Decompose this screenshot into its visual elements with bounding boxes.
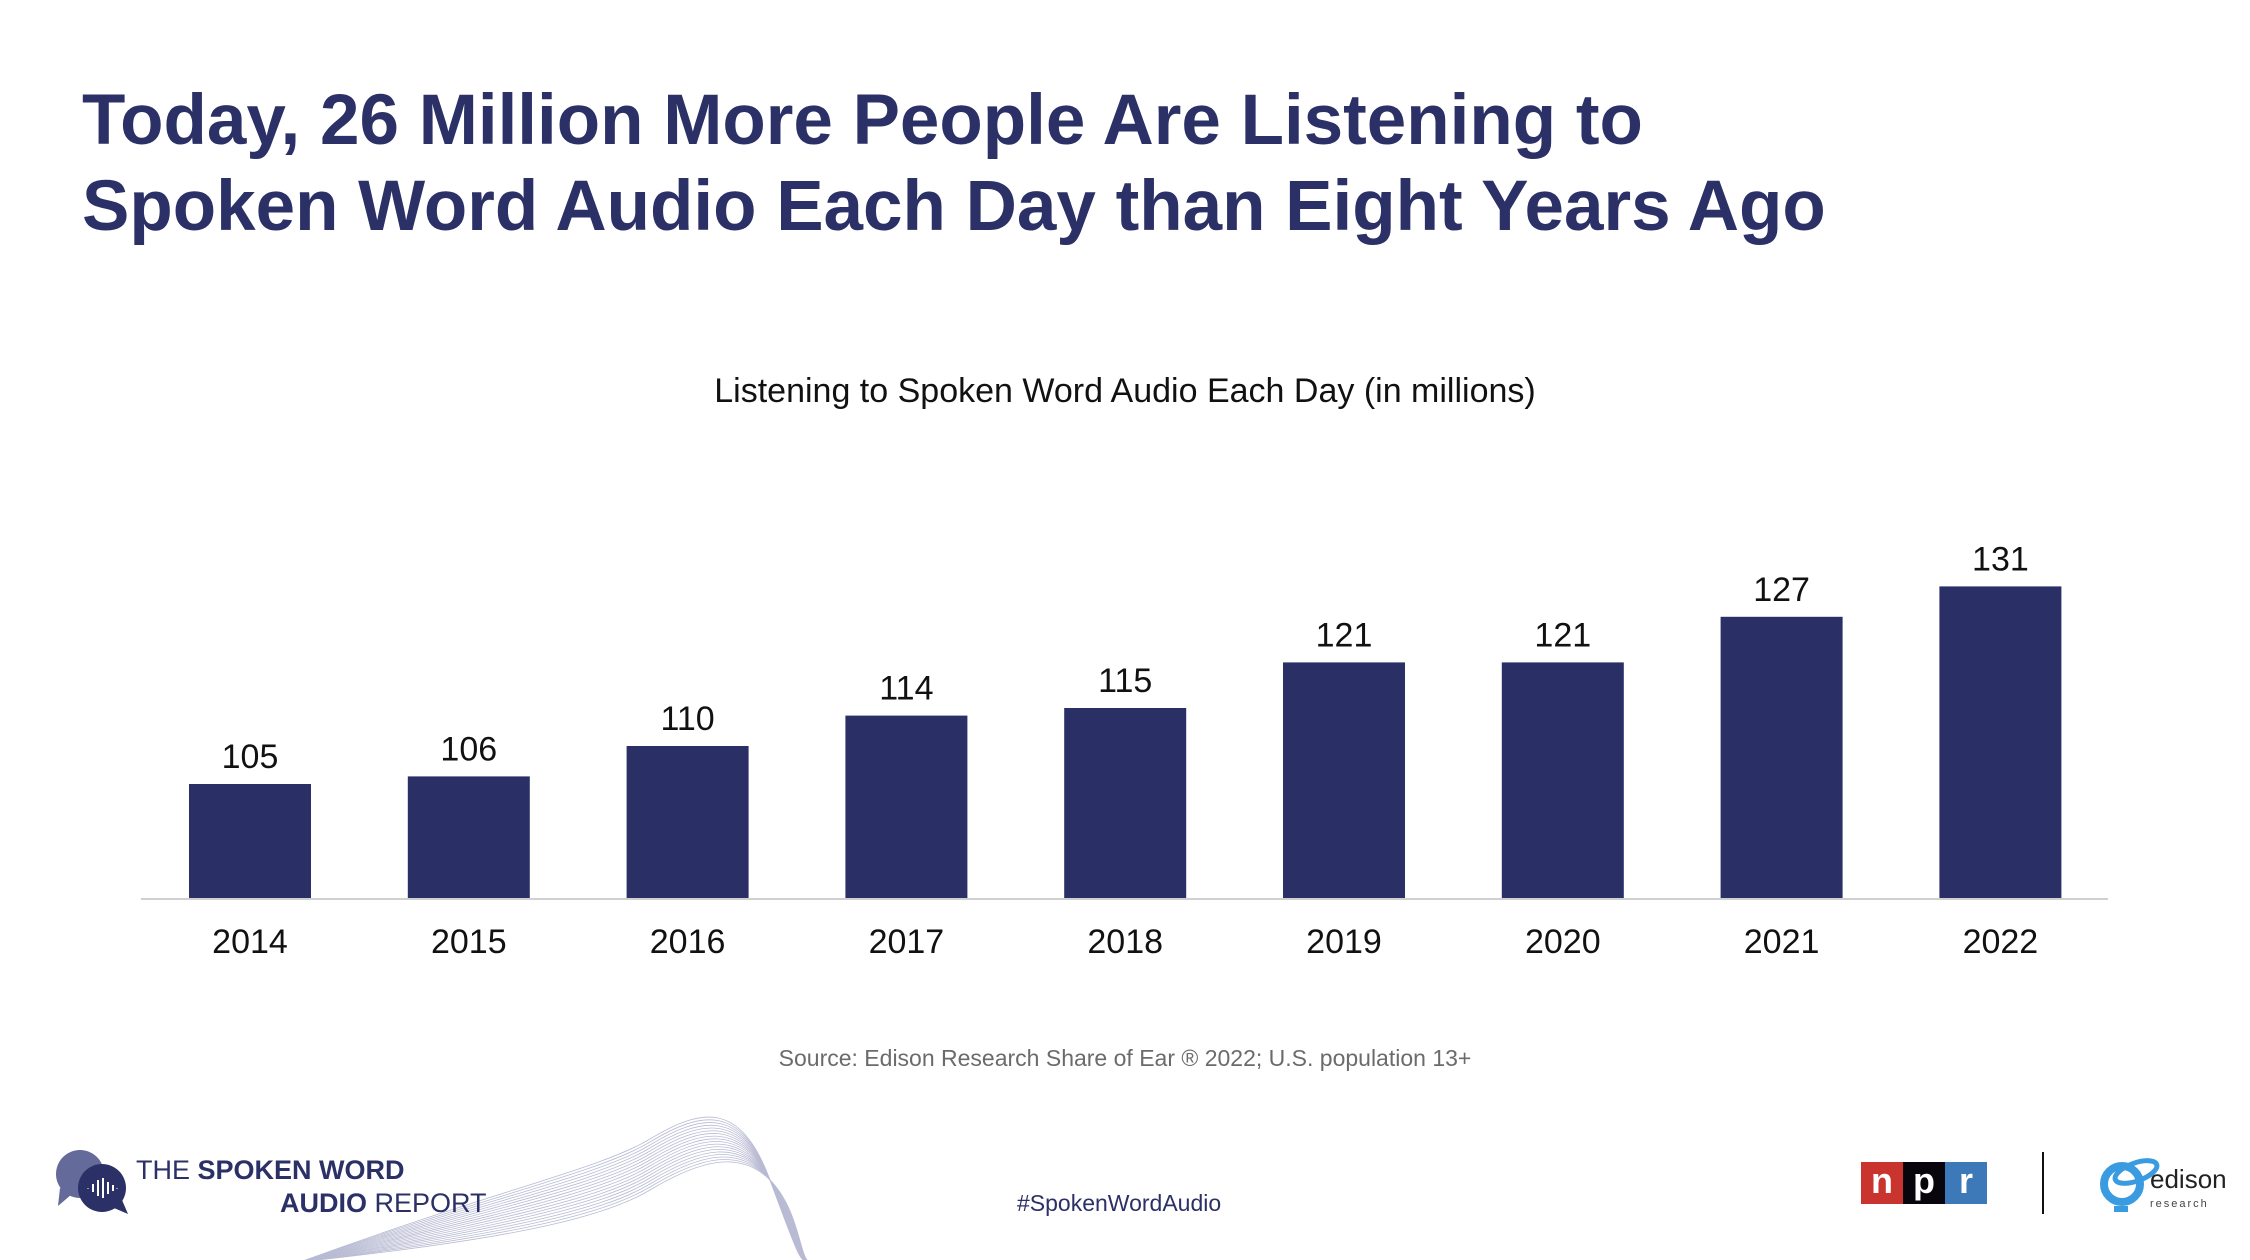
data-label: 127 [1753, 571, 1810, 609]
bar-2020 [1501, 662, 1624, 898]
slide-title: Today, 26 Million More People Are Listen… [82, 78, 1826, 250]
title-line-1: Today, 26 Million More People Are Listen… [82, 81, 1643, 160]
edison-wordmark: edison [2150, 1164, 2227, 1194]
bar-2017 [845, 715, 968, 898]
x-tick-label: 2019 [1306, 923, 1382, 961]
hashtag: #SpokenWordAudio [1017, 1190, 1222, 1216]
bar-2016 [626, 746, 749, 898]
x-tick-label: 2016 [650, 923, 726, 961]
wave-line [306, 1141, 807, 1260]
x-tick-label: 2017 [869, 923, 945, 961]
wave-line [305, 1130, 806, 1260]
wave-line [304, 1124, 806, 1260]
x-tick-label: 2015 [431, 923, 507, 961]
wave-line [306, 1135, 807, 1260]
edison-bulb-icon [2100, 1158, 2160, 1212]
data-label: 106 [440, 730, 497, 768]
x-tick-label: 2020 [1525, 923, 1601, 961]
npr-logo: n p r [1861, 1162, 1987, 1204]
title-line-2: Spoken Word Audio Each Day than Eight Ye… [82, 167, 1826, 246]
wave-line [307, 1143, 807, 1260]
data-label: 121 [1316, 616, 1373, 654]
data-label: 105 [222, 738, 279, 776]
wave-decoration [304, 1116, 808, 1260]
x-tick-label: 2018 [1087, 923, 1163, 961]
bar-2014 [189, 784, 311, 898]
wave-line [307, 1146, 807, 1260]
wave-line [314, 1161, 808, 1260]
x-tick-label: 2022 [1963, 923, 2039, 961]
logo-divider [2042, 1152, 2044, 1214]
data-label: 115 [1098, 662, 1152, 700]
spoken-word-report-logo-line-1: THE SPOKEN WORD [136, 1155, 405, 1185]
bar-2019 [1283, 662, 1405, 898]
wave-line [304, 1122, 805, 1260]
x-tick-label: 2021 [1744, 923, 1820, 961]
bar-2018 [1064, 708, 1187, 898]
wave-line [306, 1138, 807, 1260]
speech-bubble-logo-icon [56, 1150, 128, 1214]
x-tick-label: 2014 [212, 923, 288, 961]
wave-line [308, 1148, 808, 1260]
bar-2015 [407, 776, 530, 898]
wave-line [305, 1133, 807, 1260]
wave-line [304, 1116, 804, 1260]
data-label: 110 [660, 700, 714, 738]
data-label: 121 [1534, 616, 1591, 654]
wave-line [311, 1156, 808, 1260]
wave-line [312, 1159, 808, 1260]
wave-line [305, 1127, 806, 1260]
data-label: 131 [1972, 540, 2029, 578]
spoken-word-report-logo-line-2: AUDIO REPORT [280, 1188, 487, 1218]
source-note: Source: Edison Research Share of Ear ® 2… [778, 1045, 1472, 1071]
chart-title: Listening to Spoken Word Audio Each Day … [714, 372, 1536, 410]
data-label: 114 [879, 670, 933, 708]
bar-2022 [1939, 586, 2062, 898]
edison-subtitle: research [2150, 1198, 2209, 1210]
wave-line [309, 1151, 808, 1260]
wave-line [310, 1154, 808, 1260]
bar-2021 [1720, 616, 1843, 898]
